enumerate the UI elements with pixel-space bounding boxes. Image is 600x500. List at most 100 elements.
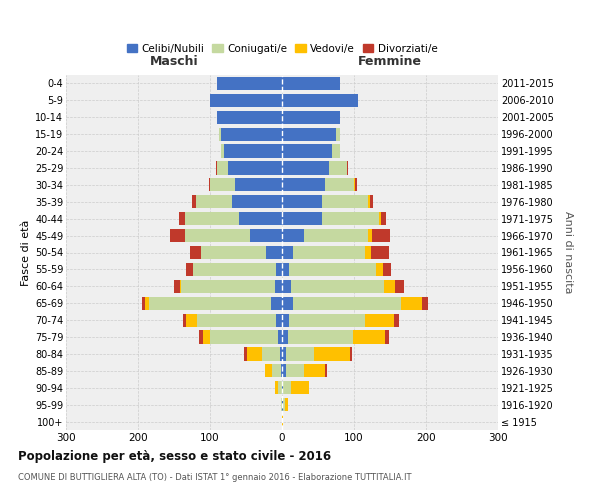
Bar (290, 381, 308, 394)
Bar (347, 162, 348, 174)
Bar (196, 195, 232, 208)
Bar (289, 263, 376, 276)
Bar (221, 128, 282, 141)
Bar (384, 280, 395, 293)
Bar (325, 178, 354, 192)
Bar (395, 280, 404, 293)
Bar (217, 110, 282, 124)
Bar (181, 280, 275, 293)
Bar (271, 296, 282, 310)
Bar (353, 330, 385, 344)
Bar (325, 364, 326, 378)
Bar (376, 263, 383, 276)
Text: Popolazione per età, sesso e stato civile - 2016: Popolazione per età, sesso e stato civil… (18, 450, 331, 463)
Bar (282, 94, 358, 107)
Bar (203, 330, 210, 344)
Bar (355, 178, 357, 192)
Bar (282, 246, 293, 259)
Bar (354, 178, 355, 192)
Bar (275, 381, 278, 394)
Bar (385, 330, 389, 344)
Bar (289, 314, 365, 326)
Bar (379, 212, 380, 226)
Bar (282, 314, 289, 326)
Bar (290, 280, 384, 293)
Bar (322, 212, 379, 226)
Bar (336, 128, 340, 141)
Bar (288, 330, 353, 344)
Bar (304, 229, 368, 242)
Legend: Celibi/Nubili, Coniugati/e, Vedovi/e, Divorziati/e: Celibi/Nubili, Coniugati/e, Vedovi/e, Di… (122, 40, 442, 58)
Bar (282, 229, 304, 242)
Bar (286, 364, 304, 378)
Y-axis label: Anni di nascita: Anni di nascita (563, 211, 573, 294)
Bar (217, 162, 228, 174)
Bar (314, 348, 350, 360)
Bar (282, 381, 283, 394)
Bar (179, 212, 185, 226)
Bar (293, 246, 365, 259)
Bar (282, 128, 336, 141)
Bar (221, 144, 224, 158)
Bar (282, 195, 322, 208)
Bar (282, 348, 286, 360)
Bar (401, 296, 422, 310)
Bar (280, 348, 282, 360)
Bar (322, 195, 368, 208)
Bar (174, 280, 180, 293)
Bar (190, 246, 200, 259)
Bar (281, 398, 282, 411)
Bar (276, 263, 282, 276)
Bar (145, 296, 149, 310)
Bar (185, 212, 239, 226)
Bar (368, 195, 370, 208)
Bar (365, 246, 371, 259)
Bar (282, 77, 340, 90)
Bar (266, 246, 282, 259)
Bar (281, 364, 282, 378)
Bar (272, 364, 281, 378)
Bar (149, 296, 271, 310)
Bar (186, 314, 197, 326)
Bar (394, 314, 400, 326)
Text: Femmine: Femmine (358, 55, 422, 68)
Bar (329, 162, 347, 174)
Bar (247, 348, 262, 360)
Bar (193, 263, 276, 276)
Bar (304, 364, 325, 378)
Bar (282, 110, 340, 124)
Bar (371, 246, 389, 259)
Bar (278, 381, 282, 394)
Bar (239, 212, 282, 226)
Bar (282, 280, 290, 293)
Bar (262, 348, 280, 360)
Bar (244, 348, 247, 360)
Bar (202, 246, 266, 259)
Bar (210, 330, 278, 344)
Bar (192, 195, 196, 208)
Bar (235, 178, 282, 192)
Bar (332, 144, 340, 158)
Bar (228, 162, 282, 174)
Y-axis label: Fasce di età: Fasce di età (20, 220, 31, 286)
Text: COMUNE DI BUTTIGLIERA ALTA (TO) - Dati ISTAT 1° gennaio 2016 - Elaborazione TUTT: COMUNE DI BUTTIGLIERA ALTA (TO) - Dati I… (18, 472, 412, 482)
Bar (282, 212, 322, 226)
Bar (210, 178, 235, 192)
Bar (282, 330, 288, 344)
Bar (368, 229, 372, 242)
Text: Maschi: Maschi (149, 55, 199, 68)
Bar (422, 296, 428, 310)
Bar (210, 94, 282, 107)
Bar (282, 162, 329, 174)
Bar (217, 77, 282, 90)
Bar (220, 128, 221, 141)
Bar (282, 415, 283, 428)
Bar (293, 296, 401, 310)
Bar (286, 348, 314, 360)
Bar (282, 398, 283, 411)
Bar (282, 263, 289, 276)
Bar (283, 398, 285, 411)
Bar (383, 263, 391, 276)
Bar (372, 229, 390, 242)
Bar (283, 381, 290, 394)
